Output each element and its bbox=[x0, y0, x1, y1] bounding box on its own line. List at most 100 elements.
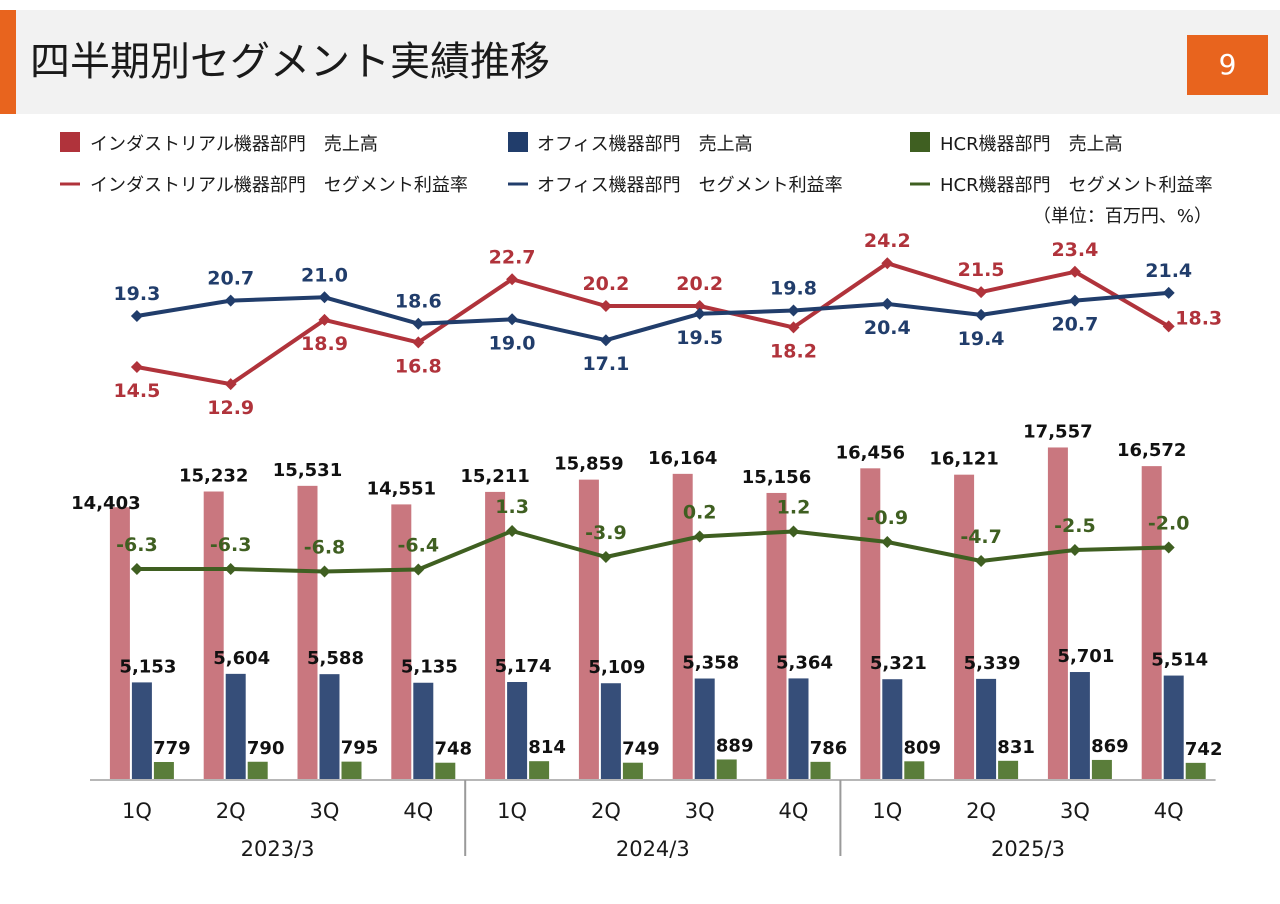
industrial-sales-bar bbox=[766, 492, 787, 780]
hcr-margin-line bbox=[136, 529, 1169, 574]
industrial-margin-label: 21.5 bbox=[958, 259, 1005, 281]
office-margin-point bbox=[881, 297, 894, 310]
industrial-sales-label: 14,403 bbox=[71, 493, 140, 514]
hcr-margin-label: -2.0 bbox=[1148, 513, 1190, 535]
office-margin-label: 19.8 bbox=[770, 278, 817, 300]
hcr-sales-bar bbox=[435, 762, 456, 780]
office-sales-label: 5,339 bbox=[964, 653, 1021, 674]
office-margin-label: 19.5 bbox=[676, 327, 723, 349]
hcr-sales-bar bbox=[1185, 762, 1206, 780]
quarter-tick-label: 1Q bbox=[872, 799, 902, 823]
office-margin-label: 17.1 bbox=[582, 353, 629, 375]
slide-header bbox=[0, 10, 1280, 114]
axes: 1Q 2Q 3Q 4Q 1Q 2Q 3Q 4Q 1Q 2Q 3Q 4Q 2023/3 2024/3 2025… bbox=[90, 779, 1216, 861]
industrial-sales-bar bbox=[109, 507, 130, 780]
office-sales-bar bbox=[600, 683, 621, 780]
quarter-tick-label: 3Q bbox=[1060, 799, 1090, 823]
office-margin-point bbox=[412, 317, 425, 330]
office-sales-bar bbox=[788, 678, 809, 780]
hcr-sales-label: 814 bbox=[528, 737, 566, 758]
office-sales-bar bbox=[976, 678, 997, 780]
hcr-margin-point bbox=[975, 555, 988, 567]
header-accent-bar bbox=[0, 10, 16, 114]
hcr-sales-label: 795 bbox=[341, 738, 379, 759]
industrial-margin-label: 16.8 bbox=[395, 355, 442, 377]
office-margin-label: 19.3 bbox=[113, 283, 160, 305]
office-sales-bar bbox=[694, 678, 715, 780]
hcr-sales-label: 749 bbox=[622, 739, 660, 760]
industrial-margin-point bbox=[224, 378, 237, 391]
hcr-sales-bar bbox=[1091, 759, 1112, 780]
quarter-tick-label: 1Q bbox=[497, 799, 527, 823]
hcr-margin-label: 1.2 bbox=[777, 497, 811, 519]
industrial-margin-label: 18.2 bbox=[770, 340, 817, 362]
legend-label-hcr-margin: HCR機器部門 セグメント利益率 bbox=[940, 175, 1213, 196]
unit-note: （単位：百万円、%） bbox=[1033, 206, 1212, 227]
legend-label-industrial-margin: インダストリアル機器部門 セグメント利益率 bbox=[90, 175, 468, 196]
industrial-sales-bar bbox=[1047, 447, 1068, 780]
slide-title: 四半期別セグメント実績推移 bbox=[30, 39, 550, 85]
office-margin-point bbox=[787, 304, 800, 317]
industrial-margin-point bbox=[318, 313, 331, 326]
industrial-sales-label: 15,859 bbox=[554, 454, 623, 475]
industrial-margin-point bbox=[1162, 320, 1175, 333]
legend-swatch-industrial-sales bbox=[60, 132, 80, 152]
quarter-tick-label: 4Q bbox=[1154, 799, 1184, 823]
office-sales-bar bbox=[413, 682, 434, 780]
hcr-sales-bar bbox=[247, 761, 268, 780]
industrial-margin-point bbox=[787, 321, 800, 334]
office-sales-label: 5,135 bbox=[401, 657, 458, 678]
hcr-margin-point bbox=[224, 563, 237, 575]
hcr-margin-point bbox=[1162, 541, 1175, 554]
industrial-margin-point bbox=[1068, 265, 1081, 278]
office-margin-label: 19.4 bbox=[958, 328, 1005, 350]
hcr-sales-bar bbox=[904, 761, 925, 780]
hcr-margin-label: 1.3 bbox=[495, 496, 529, 518]
hcr-margin-point bbox=[881, 536, 894, 548]
office-margin-point bbox=[318, 291, 331, 304]
legend-swatch-hcr-sales bbox=[910, 132, 930, 152]
hcr-margin-label: -3.9 bbox=[585, 522, 627, 544]
hcr-sales-label: 809 bbox=[904, 737, 942, 758]
office-sales-bar bbox=[507, 682, 528, 780]
hcr-sales-label: 779 bbox=[153, 738, 191, 759]
office-sales-label: 5,174 bbox=[495, 656, 552, 677]
hcr-sales-bar bbox=[622, 762, 643, 780]
industrial-margin-label: 24.2 bbox=[864, 230, 911, 252]
office-sales-bar bbox=[131, 682, 152, 780]
industrial-margin-label: 23.4 bbox=[1051, 239, 1098, 261]
legend-label-hcr-sales: HCR機器部門 売上高 bbox=[940, 134, 1123, 155]
industrial-margin-point bbox=[881, 257, 894, 270]
hcr-sales-bar bbox=[998, 760, 1019, 780]
year-label: 2025/3 bbox=[991, 837, 1065, 861]
office-margin-label: 20.4 bbox=[864, 317, 911, 339]
office-sales-label: 5,321 bbox=[870, 653, 927, 674]
office-margin-point bbox=[975, 308, 988, 321]
hcr-margin-label: -6.4 bbox=[398, 535, 440, 557]
quarter-tick-label: 2Q bbox=[591, 799, 621, 823]
bar-group bbox=[109, 447, 1206, 780]
industrial-margin-line bbox=[136, 261, 1170, 387]
year-label: 2023/3 bbox=[241, 837, 315, 861]
office-sales-bar bbox=[1163, 675, 1184, 780]
industrial-sales-bar bbox=[391, 504, 412, 780]
hcr-margin-point bbox=[412, 563, 425, 576]
industrial-sales-label: 14,551 bbox=[367, 478, 436, 499]
industrial-margin-label: 12.9 bbox=[207, 397, 254, 419]
hcr-margin-point bbox=[318, 565, 331, 578]
hcr-margin-point bbox=[506, 525, 519, 537]
hcr-sales-label: 742 bbox=[1185, 739, 1223, 760]
quarter-tick-label: 2Q bbox=[966, 799, 996, 823]
office-margin-point bbox=[693, 307, 706, 320]
industrial-margin-point bbox=[599, 300, 612, 313]
industrial-sales-label: 16,456 bbox=[836, 442, 905, 463]
hcr-sales-bar bbox=[529, 761, 550, 780]
hcr-margin-label: -6.8 bbox=[304, 537, 346, 559]
industrial-sales-bar bbox=[860, 468, 881, 780]
office-sales-label: 5,358 bbox=[682, 653, 739, 674]
industrial-margin-label: 22.7 bbox=[489, 246, 536, 268]
legend-label-office-margin: オフィス機器部門 セグメント利益率 bbox=[537, 175, 843, 196]
hcr-margin-label: -4.7 bbox=[960, 526, 1002, 548]
office-sales-label: 5,701 bbox=[1057, 646, 1114, 667]
industrial-sales-label: 17,557 bbox=[1023, 421, 1092, 442]
